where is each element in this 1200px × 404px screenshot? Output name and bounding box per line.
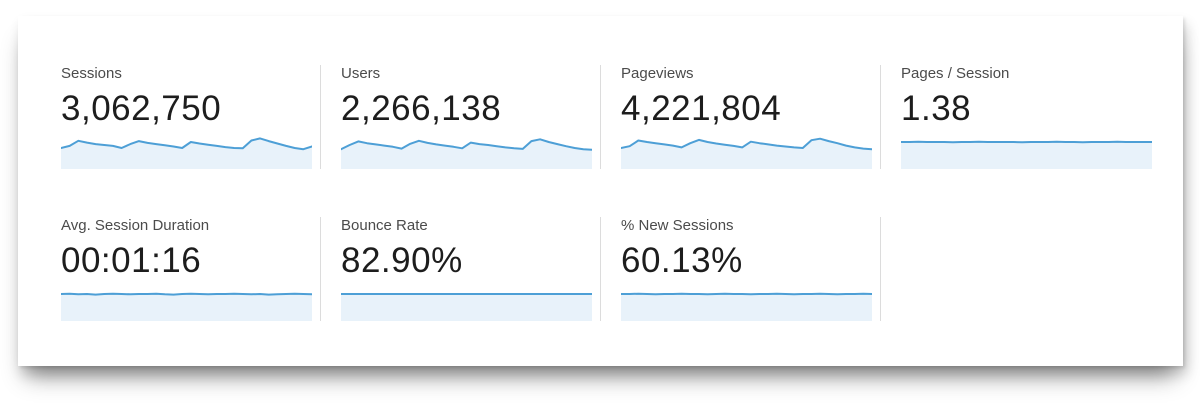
metric-card-pageviews: Pageviews 4,221,804 (600, 65, 880, 169)
metric-card-bounce-rate: Bounce Rate 82.90% (320, 217, 600, 321)
metric-value: 4,221,804 (621, 89, 782, 128)
sparkline-chart (61, 131, 312, 169)
metric-value: 1.38 (901, 89, 972, 128)
metric-value: 60.13% (621, 241, 743, 280)
metric-label: Sessions (61, 65, 122, 82)
metric-label: Pageviews (621, 65, 694, 82)
empty-cell (880, 217, 1160, 321)
metric-label: Avg. Session Duration (61, 217, 210, 234)
sparkline-chart (621, 131, 872, 169)
analytics-summary-card: Sessions 3,062,750 Users 2,266,138 Pagev… (18, 16, 1183, 366)
metric-card-pages-per-session: Pages / Session 1.38 (880, 65, 1160, 169)
sparkline-chart (901, 131, 1152, 169)
sparkline-chart (61, 283, 312, 321)
metric-value: 82.90% (341, 241, 463, 280)
metric-card-avg-session-duration: Avg. Session Duration 00:01:16 (40, 217, 320, 321)
metric-label: Bounce Rate (341, 217, 428, 234)
metric-label: % New Sessions (621, 217, 734, 234)
metric-label: Users (341, 65, 381, 82)
metric-card-users: Users 2,266,138 (320, 65, 600, 169)
sparkline-chart (341, 131, 592, 169)
metrics-grid: Sessions 3,062,750 Users 2,266,138 Pagev… (18, 16, 1183, 321)
metric-card-sessions: Sessions 3,062,750 (40, 65, 320, 169)
metric-value: 00:01:16 (61, 241, 202, 280)
sparkline-chart (621, 283, 872, 321)
metric-value: 3,062,750 (61, 89, 222, 128)
sparkline-chart (341, 283, 592, 321)
metric-value: 2,266,138 (341, 89, 502, 128)
metric-label: Pages / Session (901, 65, 1010, 82)
metric-card-percent-new-sessions: % New Sessions 60.13% (600, 217, 880, 321)
